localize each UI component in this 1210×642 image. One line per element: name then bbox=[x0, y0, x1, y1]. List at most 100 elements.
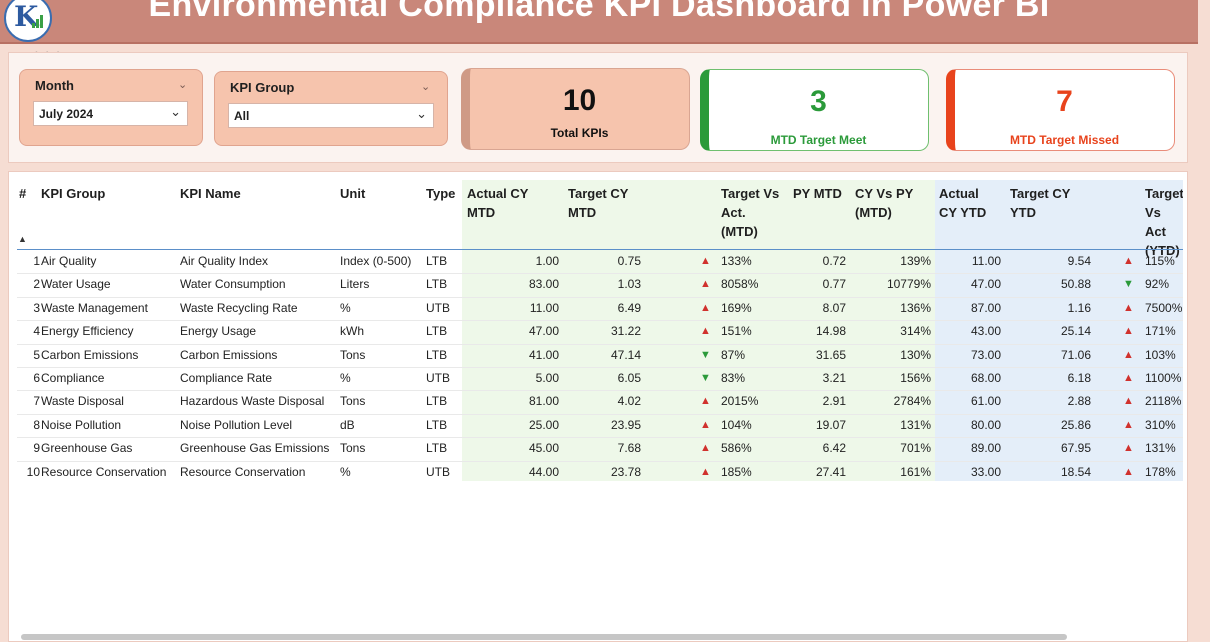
header-target-cy-ytd[interactable]: Target CY YTD bbox=[1010, 184, 1070, 222]
table-row[interactable]: 9 Greenhouse Gas Greenhouse Gas Emissions T… bbox=[9, 437, 1183, 460]
header-kpi-name[interactable]: KPI Name bbox=[180, 186, 241, 201]
header-unit[interactable]: Unit bbox=[340, 186, 366, 201]
target-cy-mtd-cell: 31.22 bbox=[610, 324, 641, 339]
header-actual-cy-mtd[interactable]: Actual CY MTD bbox=[467, 184, 528, 222]
row-num: 7 bbox=[33, 394, 40, 409]
mtd-target-meet-label: MTD Target Meet bbox=[770, 133, 867, 147]
target-vs-act-ytd-cell: 92% bbox=[1145, 277, 1170, 292]
header-target-vs-act-mtd[interactable]: Target Vs Act. (MTD) bbox=[721, 184, 779, 241]
type-cell: UTB bbox=[426, 300, 450, 315]
table-row[interactable]: 8 Noise Pollution Noise Pollution Level dB L… bbox=[9, 414, 1183, 437]
py-mtd-cell: 27.41 bbox=[815, 464, 846, 479]
py-mtd-cell: 8.07 bbox=[822, 300, 846, 315]
table-row[interactable]: 6 Compliance Compliance Rate% UTB 5.00 6.05 83… bbox=[9, 367, 1183, 390]
unit-cell: kWh bbox=[340, 324, 364, 339]
unit-cell: % bbox=[340, 300, 351, 315]
target-vs-act-ytd-cell: 171% bbox=[1145, 324, 1176, 339]
kpi-group-selected-value: All bbox=[234, 109, 250, 123]
kpi-group-cell: Energy Efficiency bbox=[41, 324, 134, 339]
row-divider bbox=[17, 320, 1183, 322]
py-mtd-cell: 19.07 bbox=[815, 417, 846, 432]
py-mtd-cell: 31.65 bbox=[815, 347, 846, 362]
header-target-vs-act-ytd[interactable]: Target Vs Act (YTD) bbox=[1145, 184, 1183, 260]
table-row[interactable]: 4 Energy Efficiency Energy Usage kWh LTB 47.0… bbox=[9, 320, 1183, 343]
triangle-up-icon: ▲ bbox=[1123, 255, 1134, 267]
py-mtd-cell: 14.98 bbox=[815, 324, 846, 339]
actual-cy-mtd-cell: 11.00 bbox=[529, 300, 559, 315]
target-cy-mtd-cell: 6.49 bbox=[617, 300, 641, 315]
header-line: Vs Act bbox=[1145, 205, 1166, 239]
header-py-mtd[interactable]: PY MTD bbox=[793, 184, 842, 203]
triangle-up-icon: ▲ bbox=[700, 325, 711, 338]
mtd-target-meet-value: 3 bbox=[810, 85, 827, 118]
header-target-cy-mtd[interactable]: Target CY MTD bbox=[568, 184, 628, 222]
cy-vs-py-mtd-cell: 136% bbox=[900, 300, 931, 315]
target-cy-mtd-cell: 4.02 bbox=[617, 394, 641, 409]
header-cy-vs-py-mtd[interactable]: CY Vs PY (MTD) bbox=[855, 184, 913, 222]
actual-cy-ytd-cell: 80.00 bbox=[970, 417, 1001, 432]
target-cy-ytd-cell: 71.06 bbox=[1060, 347, 1091, 362]
header-line: Target Vs bbox=[721, 186, 780, 201]
type-cell: LTB bbox=[426, 324, 448, 339]
kpi-group-cell: Resource Conservation bbox=[41, 464, 167, 479]
header-line: Act. bbox=[721, 205, 746, 220]
table-row[interactable]: 1 Air Quality Air Quality Index Index (0-50… bbox=[9, 250, 1183, 273]
py-mtd-cell: 3.21 bbox=[822, 371, 846, 385]
target-vs-act-ytd-cell: 2118% bbox=[1145, 394, 1182, 409]
target-cy-mtd-cell: 23.78 bbox=[610, 464, 641, 479]
triangle-up-icon: ▲ bbox=[1123, 418, 1134, 431]
target-vs-act-ytd-cell: 1100% bbox=[1145, 371, 1182, 385]
month-slicer: Month ⌄ July 2024 ⌄ bbox=[19, 69, 203, 146]
table-row[interactable]: 3 Waste Management Waste Recycling Rate% UT… bbox=[9, 297, 1183, 320]
triangle-down-icon: ▼ bbox=[700, 348, 711, 361]
row-num: 9 bbox=[33, 441, 40, 456]
target-vs-act-ytd-cell: 115% bbox=[1145, 254, 1175, 268]
header-line: CY YTD bbox=[939, 205, 987, 220]
row-divider bbox=[17, 437, 1183, 439]
mtd-column-band bbox=[462, 180, 935, 481]
mtd-target-missed-label: MTD Target Missed bbox=[1009, 133, 1120, 147]
target-cy-ytd-cell: 1.16 bbox=[1067, 300, 1091, 315]
unit-cell: Liters bbox=[340, 277, 370, 292]
target-cy-ytd-cell: 6.18 bbox=[1067, 371, 1091, 385]
header-type[interactable]: Type bbox=[426, 186, 456, 201]
row-divider bbox=[17, 296, 1183, 298]
header-kpi-group[interactable]: KPI Group bbox=[41, 186, 106, 201]
table-row[interactable]: 5 Carbon Emissions Carbon Emissions Tons LTB… bbox=[9, 344, 1183, 367]
kpi-name-cell: Waste Recycling Rate bbox=[180, 300, 298, 315]
header-line: PY MTD bbox=[793, 186, 842, 201]
target-vs-act-ytd-cell: 7500% bbox=[1145, 300, 1183, 315]
row-divider bbox=[17, 273, 1183, 275]
unit-cell: dB bbox=[340, 417, 355, 432]
row-divider bbox=[17, 413, 1183, 415]
cy-vs-py-mtd-cell: 701% bbox=[900, 441, 931, 456]
triangle-up-icon: ▲ bbox=[700, 395, 711, 408]
triangle-up-icon: ▲ bbox=[700, 418, 711, 431]
actual-cy-ytd-cell: 87.00 bbox=[970, 300, 1001, 315]
actual-cy-ytd-cell: 61.00 bbox=[970, 394, 1001, 409]
actual-cy-mtd-cell: 44.00 bbox=[528, 464, 559, 479]
kpi-group-dropdown[interactable]: All ⌄ bbox=[228, 103, 434, 128]
header-line: Target CY bbox=[568, 186, 629, 201]
header-line: Target bbox=[1145, 186, 1183, 201]
row-divider bbox=[17, 343, 1183, 345]
chevron-down-icon[interactable]: ⌄ bbox=[178, 79, 188, 91]
header-num[interactable]: # bbox=[19, 186, 27, 201]
month-dropdown[interactable]: July 2024 ⌄ bbox=[33, 101, 188, 126]
target-vs-act-ytd-cell: 310% bbox=[1145, 417, 1176, 432]
triangle-up-icon: ▲ bbox=[700, 278, 711, 291]
kpi-name-cell: Noise Pollution Level bbox=[180, 417, 293, 432]
header-line: Target CY bbox=[1010, 186, 1071, 201]
table-row[interactable]: 7 Waste Disposal Hazardous Waste Disposal T… bbox=[9, 390, 1183, 413]
table-row[interactable]: 2 Water Usage Water Consumption Liters LTB 83… bbox=[9, 273, 1183, 296]
kpi-name-cell: Carbon Emissions bbox=[180, 347, 278, 362]
sort-ascending-icon[interactable]: ▲ bbox=[18, 234, 27, 244]
triangle-up-icon: ▲ bbox=[1123, 442, 1134, 455]
horizontal-scrollbar[interactable] bbox=[21, 634, 1067, 640]
chevron-down-icon[interactable]: ⌄ bbox=[421, 81, 431, 93]
header-actual-cy-ytd[interactable]: Actual CY YTD bbox=[939, 184, 986, 222]
target-cy-ytd-cell: 9.54 bbox=[1067, 254, 1091, 268]
target-vs-act-ytd-cell: 178% bbox=[1145, 464, 1176, 479]
row-num: 2 bbox=[33, 277, 40, 292]
table-row[interactable]: 10 Resource Conservation Resource Conserva… bbox=[9, 461, 1183, 484]
